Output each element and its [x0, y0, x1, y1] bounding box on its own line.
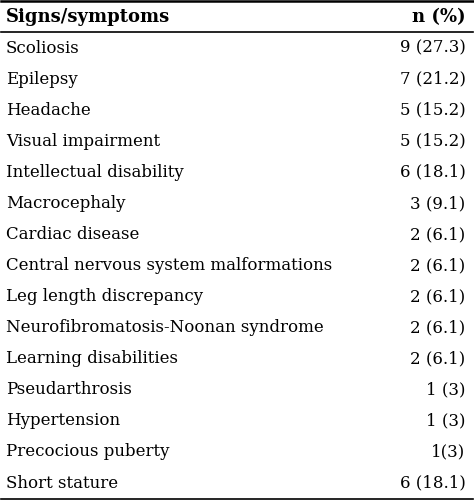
Text: 2 (6.1): 2 (6.1) [410, 319, 465, 336]
Text: 2 (6.1): 2 (6.1) [410, 226, 465, 243]
Text: 9 (27.3): 9 (27.3) [400, 40, 465, 56]
Text: Macrocephaly: Macrocephaly [6, 195, 126, 212]
Text: 5 (15.2): 5 (15.2) [400, 102, 465, 118]
Text: Cardiac disease: Cardiac disease [6, 226, 139, 243]
Text: Headache: Headache [6, 102, 91, 118]
Text: 7 (21.2): 7 (21.2) [400, 70, 465, 88]
Text: Scoliosis: Scoliosis [6, 40, 80, 56]
Text: 2 (6.1): 2 (6.1) [410, 350, 465, 368]
Text: Neurofibromatosis-Noonan syndrome: Neurofibromatosis-Noonan syndrome [6, 319, 324, 336]
Text: Signs/symptoms: Signs/symptoms [6, 8, 170, 26]
Text: 1(3): 1(3) [431, 444, 465, 460]
Text: Visual impairment: Visual impairment [6, 132, 160, 150]
Text: Precocious puberty: Precocious puberty [6, 444, 170, 460]
Text: 5 (15.2): 5 (15.2) [400, 132, 465, 150]
Text: Hypertension: Hypertension [6, 412, 120, 430]
Text: 3 (9.1): 3 (9.1) [410, 195, 465, 212]
Text: Short stature: Short stature [6, 474, 118, 492]
Text: 1 (3): 1 (3) [426, 412, 465, 430]
Text: Intellectual disability: Intellectual disability [6, 164, 184, 181]
Text: n (%): n (%) [412, 8, 465, 26]
Text: Leg length discrepancy: Leg length discrepancy [6, 288, 203, 305]
Text: Learning disabilities: Learning disabilities [6, 350, 178, 368]
Text: Central nervous system malformations: Central nervous system malformations [6, 257, 332, 274]
Text: 2 (6.1): 2 (6.1) [410, 288, 465, 305]
Text: Pseudarthrosis: Pseudarthrosis [6, 382, 132, 398]
Text: 6 (18.1): 6 (18.1) [400, 474, 465, 492]
Text: 6 (18.1): 6 (18.1) [400, 164, 465, 181]
Text: Epilepsy: Epilepsy [6, 70, 78, 88]
Text: 2 (6.1): 2 (6.1) [410, 257, 465, 274]
Text: 1 (3): 1 (3) [426, 382, 465, 398]
